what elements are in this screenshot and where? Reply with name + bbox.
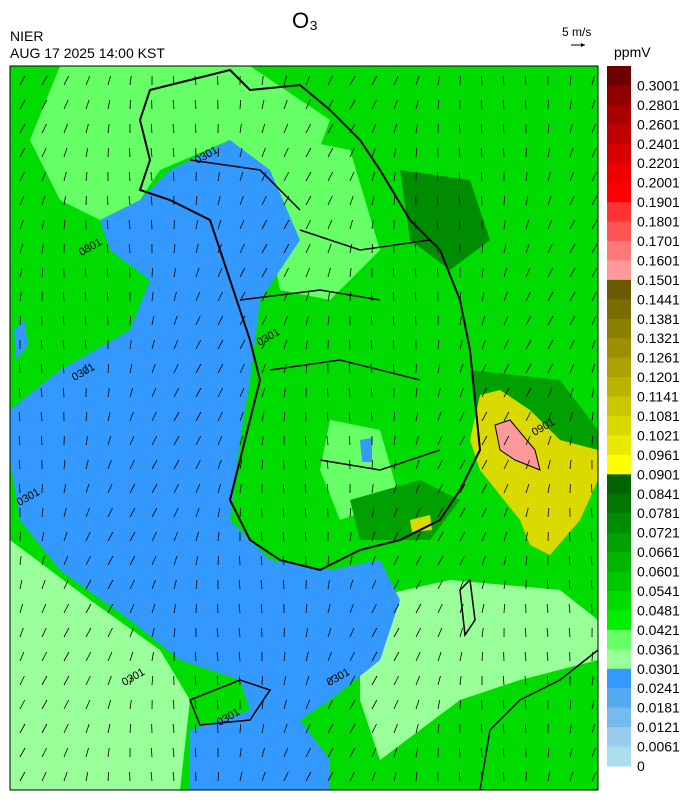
colorbar-label: 0.2401 xyxy=(637,136,680,152)
wind-arrow xyxy=(261,628,262,637)
colorbar-label: 0.1801 xyxy=(637,214,680,230)
colorbar-label: 0.0541 xyxy=(637,583,680,599)
colorbar-segment xyxy=(607,455,631,475)
colorbar-segment xyxy=(607,397,631,417)
wind-arrow xyxy=(152,268,153,277)
colorbar-label: 0.0061 xyxy=(637,739,680,755)
wind-arrow xyxy=(20,532,21,541)
colorbar-segment xyxy=(607,280,631,300)
colorbar-segment xyxy=(607,163,631,183)
colorbar-label: 0.1441 xyxy=(637,291,680,307)
wind-arrow xyxy=(19,484,20,493)
colorbar-label: 0.1201 xyxy=(637,369,680,385)
colorbar-segment xyxy=(607,572,631,592)
vector-scale: 5 m/s xyxy=(562,25,591,39)
colorbar-label: 0.0901 xyxy=(637,466,680,482)
colorbar-label: 0.1901 xyxy=(637,194,680,210)
colorbar-segment xyxy=(607,85,631,105)
colorbar-label: 0.0481 xyxy=(637,602,680,618)
field xyxy=(360,438,372,462)
colorbar-segment xyxy=(607,669,631,689)
colorbar-segment xyxy=(607,377,631,397)
colorbar-label: 0.1141 xyxy=(637,389,679,405)
colorbar-label: 0.2201 xyxy=(637,155,680,171)
colorbar-label: 0.1501 xyxy=(637,272,680,288)
colorbar-label: 0.1081 xyxy=(637,408,680,424)
colorbar-segment xyxy=(607,416,631,436)
colorbar-label: 0.1321 xyxy=(637,330,680,346)
colorbar-segment xyxy=(607,513,631,533)
wind-arrow xyxy=(525,100,526,109)
colorbar-segment xyxy=(607,494,631,514)
colorbar-label: 0.0661 xyxy=(637,544,680,560)
colorbar-label: 0.0181 xyxy=(637,700,680,716)
colorbar-label: 0.0421 xyxy=(637,622,680,638)
colorbar-segment xyxy=(607,727,631,747)
colorbar-segment xyxy=(607,338,631,358)
colorbar-segment xyxy=(607,474,631,494)
colorbar-label: 0.0601 xyxy=(637,564,680,580)
wind-arrow xyxy=(481,76,482,85)
colorbar-label: 0.1381 xyxy=(637,311,680,327)
colorbar-segment xyxy=(607,610,631,630)
colorbar-segment xyxy=(607,260,631,280)
colorbar-label: 0.0721 xyxy=(637,525,680,541)
colorbar-segment xyxy=(607,649,631,669)
colorbar-segment xyxy=(607,144,631,164)
colorbar-label: 0.1601 xyxy=(637,252,680,268)
colorbar-label: 0.0241 xyxy=(637,680,680,696)
colorbar-label: 0.0961 xyxy=(637,447,680,463)
colorbar-label: 0.0841 xyxy=(637,486,680,502)
colorbar-segment xyxy=(607,105,631,125)
colorbar-segment xyxy=(607,533,631,553)
wind-arrow xyxy=(130,100,131,109)
colorbar-segment xyxy=(607,630,631,650)
wind-arrow xyxy=(503,772,504,781)
colorbar-segment xyxy=(607,747,631,767)
colorbar-segment xyxy=(607,222,631,242)
colorbar-segment xyxy=(607,708,631,728)
colorbar-label: 0.2801 xyxy=(637,97,680,113)
datetime: AUG 17 2025 14:00 KST xyxy=(10,45,165,61)
colorbar-segment xyxy=(607,319,631,339)
title: O₃ xyxy=(292,8,318,33)
scale-arrow-head xyxy=(581,43,585,47)
colorbar-label: 0.0121 xyxy=(637,719,680,735)
wind-arrow xyxy=(217,604,218,613)
colorbar-segment xyxy=(607,435,631,455)
colorbar-segment xyxy=(607,183,631,203)
colorbar-segment xyxy=(607,358,631,378)
colorbar: 0.3001 0.2801 0.2601 0.2401 0.2201 0.2001 0.19… xyxy=(607,66,680,774)
wind-arrow xyxy=(459,748,460,757)
colorbar-segment xyxy=(607,591,631,611)
colorbar-label: 0.2601 xyxy=(637,116,680,132)
colorbar-segment xyxy=(607,552,631,572)
colorbar-label: 0 xyxy=(637,758,645,774)
colorbar-label: 0.1021 xyxy=(637,427,680,443)
colorbar-label: 0.3001 xyxy=(637,77,680,93)
colorbar-segment xyxy=(607,241,631,261)
unit: ppmV xyxy=(614,44,651,60)
colorbar-segment xyxy=(607,66,631,86)
colorbar-segment xyxy=(607,688,631,708)
colorbar-segment xyxy=(607,124,631,144)
colorbar-label: 0.1701 xyxy=(637,233,680,249)
colorbar-label: 0.0361 xyxy=(637,641,680,657)
colorbar-label: 0.0301 xyxy=(637,661,680,677)
colorbar-segment xyxy=(607,202,631,222)
wind-arrow xyxy=(393,364,394,373)
colorbar-label: 0.2001 xyxy=(637,175,680,191)
colorbar-label: 0.1261 xyxy=(637,350,680,366)
wind-arrow xyxy=(591,484,592,493)
colorbar-label: 0.0781 xyxy=(637,505,680,521)
wind-arrow xyxy=(151,220,152,229)
colorbar-segment xyxy=(607,299,631,319)
wind-arrow xyxy=(107,196,108,205)
agency: NIER xyxy=(10,28,43,44)
wind-arrow xyxy=(349,340,350,349)
